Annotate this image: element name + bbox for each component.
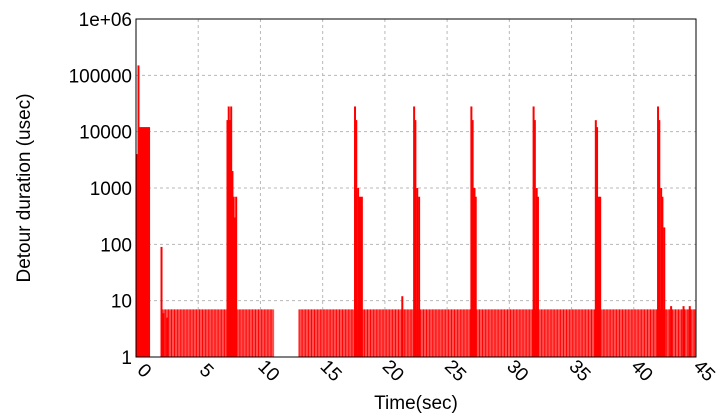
spike-bar [136,154,139,357]
burst-block [470,120,474,357]
x-tick-label: 30 [502,356,532,386]
x-tick-label: 35 [565,356,595,386]
spike-bar [597,196,600,357]
x-tick-label: 45 [689,356,719,386]
y-tick-label: 10 [111,292,132,313]
spike-bar [233,217,236,357]
x-tick-label: 15 [316,356,346,386]
y-tick-label: 1000 [90,179,132,200]
burst-block [413,120,416,357]
burst-block [595,127,598,358]
spike-bar [661,196,664,357]
y-tick-label: 100 [100,235,132,256]
spike-bar [473,188,476,357]
spike-bar [418,196,421,357]
baseline-bars [299,309,696,357]
x-tick-label: 0 [133,360,155,382]
spike-bar [474,196,477,357]
spike-bar [235,196,238,357]
y-axis-label: Detour duration (usec) [14,93,35,282]
x-tick-label: 20 [378,356,408,386]
spike-bar [536,196,539,357]
y-tick-label: 1e+06 [79,10,132,31]
spike-bar [137,65,140,358]
x-tick-label: 5 [195,360,217,382]
spike-bar [401,296,404,357]
spike-bar [231,171,234,357]
bars [136,65,696,358]
spike-bar [166,317,169,357]
spike-bar [670,306,673,357]
spike-bar [416,188,419,357]
y-tick-label: 1 [121,348,132,369]
y-tick-labels: 1 10 100 1000 10000 100000 1e+06 [69,10,132,369]
spike-bar [663,227,666,357]
spike-bar [688,306,691,357]
spike-bar [682,306,685,357]
y-tick-label: 10000 [79,123,132,144]
burst-block [139,127,150,358]
x-tick-label: 10 [253,356,283,386]
plot-frame [135,18,697,358]
spike-bar [599,196,602,357]
x-tick-label: 40 [627,356,657,386]
spike-bar [232,196,235,357]
spike-bar [359,196,361,357]
y-tick-label: 100000 [69,66,132,87]
spike-bar [162,313,165,357]
spike-bar [357,188,360,357]
x-tick-labels: 0 5 10 15 20 25 30 35 40 45 [133,356,719,386]
x-axis-label: Time(sec) [374,393,458,414]
spike-bar [160,246,163,357]
spike-bar [660,188,663,357]
burst-block [532,120,536,357]
spike-bar [360,196,363,357]
x-tick-label: 25 [440,356,470,386]
burst-block [354,120,357,357]
grid [136,19,696,357]
burst-block [226,120,232,357]
spike-bar [535,188,538,357]
burst-block [657,120,660,357]
